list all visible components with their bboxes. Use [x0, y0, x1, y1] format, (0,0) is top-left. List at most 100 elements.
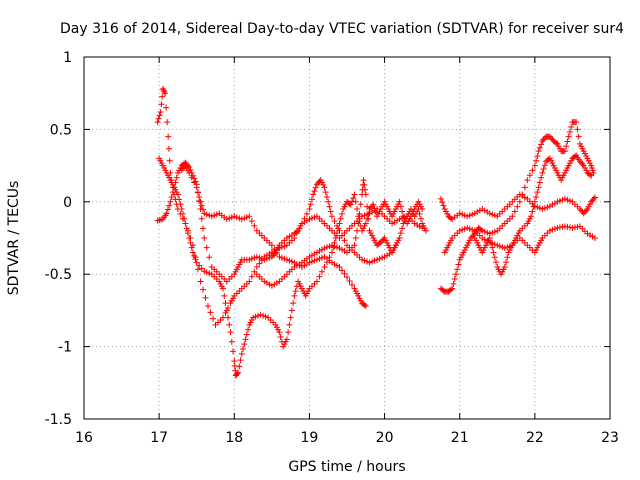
data-point	[578, 159, 585, 166]
data-point	[303, 261, 310, 268]
data-point	[484, 229, 491, 236]
data-point	[268, 282, 275, 289]
data-point	[440, 202, 447, 209]
data-point	[539, 169, 546, 176]
data-point	[213, 211, 220, 218]
series-sat-b	[154, 159, 426, 285]
data-points	[154, 85, 598, 379]
x-tick-label: 23	[601, 430, 619, 446]
data-point	[188, 174, 195, 181]
data-point	[246, 213, 253, 220]
data-point	[586, 171, 593, 178]
data-point	[167, 198, 174, 205]
data-point	[246, 278, 253, 285]
data-point	[199, 206, 206, 213]
data-point	[533, 157, 540, 164]
data-point	[311, 214, 318, 221]
data-point	[326, 203, 333, 210]
data-point	[261, 256, 268, 263]
data-point	[174, 191, 181, 198]
data-point	[306, 216, 313, 223]
data-point	[546, 133, 553, 140]
data-point	[574, 126, 581, 133]
series-sat-g	[437, 191, 598, 223]
data-point	[246, 256, 253, 263]
data-point	[313, 181, 320, 188]
data-point	[235, 369, 242, 376]
data-point	[524, 177, 531, 184]
data-point	[546, 227, 553, 234]
series-sat-f	[437, 119, 597, 295]
data-point	[233, 214, 240, 221]
data-point	[583, 207, 590, 214]
data-point	[588, 172, 595, 179]
data-point	[459, 211, 466, 218]
data-point	[490, 249, 497, 256]
data-point	[545, 156, 552, 163]
data-point	[285, 329, 292, 336]
data-point	[296, 261, 303, 268]
data-point	[371, 257, 378, 264]
data-point	[230, 348, 237, 355]
data-point	[220, 314, 227, 321]
data-point	[551, 225, 558, 232]
data-point	[290, 300, 297, 307]
data-point	[226, 215, 233, 222]
data-point	[243, 331, 250, 338]
data-point	[242, 336, 249, 343]
data-point	[206, 270, 213, 277]
y-tick-label: 0.5	[50, 122, 72, 138]
data-point	[331, 243, 338, 250]
data-point	[380, 236, 387, 243]
data-point	[316, 178, 323, 185]
data-point	[529, 208, 536, 215]
data-point	[540, 136, 547, 143]
data-point	[206, 212, 213, 219]
data-point	[206, 254, 213, 261]
plot-frame	[83, 56, 611, 420]
data-point	[548, 135, 555, 142]
data-point	[236, 215, 243, 222]
data-point	[539, 137, 546, 144]
data-point	[203, 244, 210, 251]
data-point	[157, 109, 164, 116]
data-point	[161, 88, 168, 95]
data-point	[509, 213, 516, 220]
data-point	[306, 206, 313, 213]
data-point	[316, 273, 323, 280]
data-point	[186, 164, 193, 171]
data-point	[362, 303, 369, 310]
data-point	[308, 196, 315, 203]
data-point	[196, 262, 203, 269]
data-point	[211, 212, 218, 219]
data-point	[491, 241, 498, 248]
data-point	[311, 188, 318, 195]
data-point	[568, 123, 575, 130]
data-point	[163, 210, 170, 217]
data-point	[416, 210, 423, 217]
data-point	[504, 254, 511, 261]
data-point	[201, 235, 208, 241]
data-point	[481, 236, 488, 243]
data-point	[415, 206, 422, 213]
data-point	[306, 259, 313, 266]
data-point	[286, 321, 293, 328]
data-point	[455, 261, 462, 268]
data-point	[196, 193, 203, 200]
data-point	[194, 266, 201, 273]
data-point	[486, 235, 493, 241]
data-point	[361, 257, 368, 264]
data-point	[341, 237, 348, 244]
data-point	[318, 254, 325, 261]
data-point	[201, 210, 208, 217]
data-point	[318, 246, 325, 253]
data-point	[511, 208, 518, 215]
data-point	[199, 286, 206, 293]
data-point	[288, 258, 295, 265]
x-tick-label: 21	[451, 430, 469, 446]
data-point	[237, 357, 244, 364]
data-point	[250, 314, 257, 321]
data-point	[541, 205, 548, 212]
data-point	[312, 184, 319, 191]
series-sat-e	[253, 177, 429, 289]
